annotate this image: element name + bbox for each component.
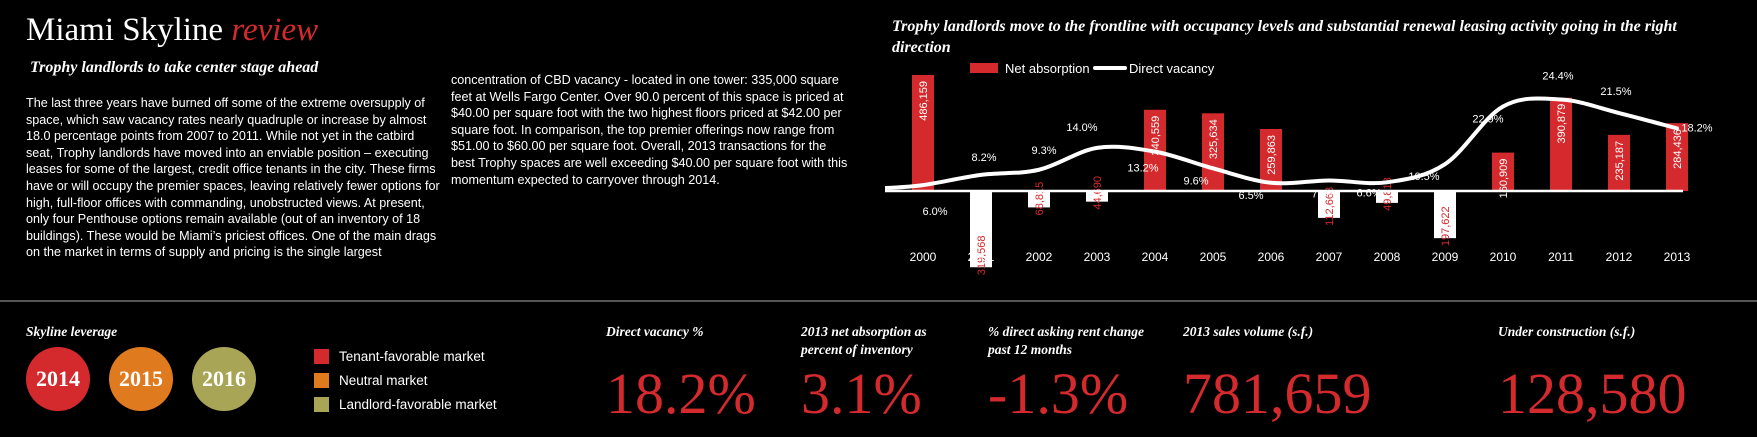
x-tick-2005: 2005 [1200,250,1227,264]
legend-label: Landlord-favorable market [339,396,497,412]
legend-swatch [314,396,329,412]
vacancy-line [885,96,1679,191]
stat-label-under-construction: Under construction (s.f.) [1498,324,1636,339]
legend-label: Neutral market [339,372,428,388]
vacancy-label-2006: 6.5% [1238,190,1263,202]
bar-2001 [970,191,992,268]
bar-2000 [912,75,934,191]
x-tick-2002: 2002 [1026,250,1053,264]
vacancy-label-2012: 21.5% [1600,86,1631,98]
bar-2006 [1260,128,1282,191]
stat-label-rent-change: % direct asking rent change past 12 mont… [988,324,1145,357]
combo-chart: Net absorption Direct vacancy 486,159 2000 3… [885,61,1713,275]
chart-title: Trophy landlords move to the frontline w… [892,18,1677,56]
section-divider [0,300,1757,302]
leverage-year-label: 2015 [119,366,163,391]
x-tick-2000: 2000 [910,250,937,264]
bar-2003 [1086,191,1108,202]
legend-item-landlord: Landlord-favorable market [314,392,497,416]
x-tick-2013: 2013 [1664,250,1691,264]
bar-label-2000: 486,159 [918,81,930,121]
legend-label: Tenant-favorable market [339,348,485,364]
x-tick-2011: 2011 [1548,250,1574,264]
page-title-accent: review [231,12,319,48]
leverage-label: Skyline leverage [26,324,118,339]
x-tick-2007: 2007 [1316,250,1343,264]
x-tick-2009: 2009 [1432,250,1459,264]
stat-value-net-absorption: 3.1% [801,361,922,426]
vacancy-label-2001: 8.2% [971,152,996,164]
x-tick-2001: 2001 [968,250,995,264]
stat-label-net-absorption: 2013 net absorption as percent of invent… [801,324,927,357]
bar-label-2012: 235,187 [1614,141,1626,181]
stat-value-sales-volume: 781,659 [1183,361,1372,426]
legend-swatch [314,372,329,388]
bar-2012 [1608,134,1630,191]
stat-value-under-construction: 128,580 [1498,361,1687,426]
stat-label-direct-vacancy: Direct vacancy % [606,324,704,339]
stat-value-direct-vacancy: 18.2% [606,361,756,426]
x-tick-2010: 2010 [1490,250,1517,264]
leverage-year-2014: 2014 [26,347,90,411]
bar-2013 [1666,123,1688,191]
page-title-main: Miami Skyline [26,12,224,48]
bar-2009 [1434,191,1456,239]
bar-label-2013: 284,436 [1672,129,1684,169]
bar-2002 [1028,191,1050,208]
stat-label-sales-volume: 2013 sales volume (s.f.) [1183,324,1314,339]
bar-label-2001: 319,568 [976,235,988,275]
vacancy-label-2003: 14.0% [1066,122,1097,134]
leverage-year-label: 2016 [202,366,246,391]
x-tick-2003: 2003 [1084,250,1111,264]
leverage-year-label: 2014 [36,366,80,391]
x-tick-2006: 2006 [1258,250,1285,264]
legend-swatch [314,348,329,364]
vacancy-label-2009: 10.5% [1408,171,1439,183]
vacancy-label-2000: 6.0% [922,206,947,218]
vacancy-label-2010: 22.9% [1472,114,1503,126]
legend-direct-vacancy: Direct vacancy [1129,61,1215,76]
vacancy-label-2008: 6.6% [1356,187,1381,199]
body-column-2: concentration of CBD vacancy - located i… [451,73,848,187]
leverage-year-2015: 2015 [109,347,173,411]
legend-item-neutral: Neutral market [314,368,497,392]
page-title: Miami Skyline review [26,12,318,49]
page-subtitle: Trophy landlords to take center stage ah… [30,59,319,76]
x-tick-2008: 2008 [1374,250,1401,264]
bar-2010 [1492,152,1514,191]
bar-label-2009: 197,622 [1440,206,1452,246]
legend-item-tenant: Tenant-favorable market [314,344,497,368]
bar-label-2006: 259,863 [1266,135,1278,175]
leverage-legend: Tenant-favorable market Neutral market L… [314,344,497,416]
bar-label-2002: 68,815 [1034,182,1046,216]
body-column-1: The last three years have burned off som… [26,96,440,260]
vacancy-label-2011: 24.4% [1542,71,1573,83]
leverage-year-2016: 2016 [192,347,256,411]
bar-label-2008: 49,813 [1382,177,1394,211]
legend-bar-swatch [970,63,998,73]
stat-value-rent-change: -1.3% [988,361,1129,426]
bar-2007 [1318,191,1340,218]
vacancy-label-2005: 9.6% [1183,175,1208,187]
x-tick-2004: 2004 [1142,250,1169,264]
leverage-years: 2014 2015 2016 [26,347,256,411]
bar-2008 [1376,191,1398,203]
bar-label-2007: 112,663 [1324,187,1336,226]
x-tick-2012: 2012 [1606,250,1633,264]
vacancy-label-2013: 18.2% [1681,122,1712,134]
bar-2011 [1550,97,1572,191]
vacancy-label-2004: 13.2% [1127,163,1158,175]
bar-label-2003: 44,690 [1092,176,1104,210]
vacancy-label-2007: 7.0% [1311,188,1336,200]
vacancy-label-2002: 9.3% [1031,145,1056,157]
bar-label-2011: 390,879 [1556,104,1568,144]
bar-label-2004: 340,559 [1150,116,1162,156]
legend-net-absorption: Net absorption [1005,61,1090,76]
bar-label-2005: 325,634 [1208,119,1220,159]
bar-label-2010: 160,909 [1498,159,1510,199]
